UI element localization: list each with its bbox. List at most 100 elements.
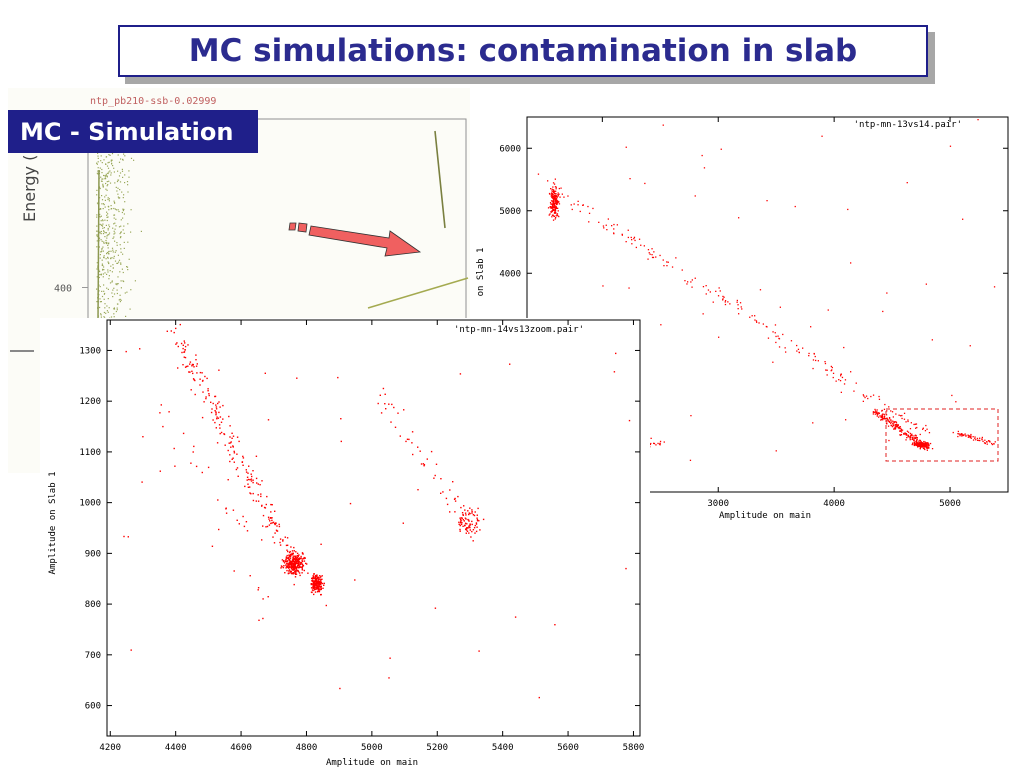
- zoom-point: [294, 564, 296, 566]
- right-point: [633, 238, 635, 240]
- bg-point: [96, 162, 98, 164]
- zoom-point: [394, 426, 397, 428]
- right-point: [552, 189, 555, 191]
- right-point: [647, 258, 649, 260]
- right-point: [881, 410, 883, 412]
- right-point: [951, 394, 953, 397]
- zoom-point: [177, 345, 179, 348]
- right-point: [567, 195, 569, 197]
- zoom-point: [267, 419, 270, 421]
- zoom-point: [195, 465, 198, 468]
- bg-point: [110, 265, 112, 267]
- right-point: [611, 225, 613, 227]
- zoom-point: [207, 388, 209, 390]
- right-point: [981, 439, 983, 441]
- zoom-point: [462, 513, 464, 516]
- right-point: [878, 395, 880, 398]
- right-point: [880, 419, 882, 421]
- bg-point: [119, 197, 121, 199]
- zoom-point: [274, 523, 276, 526]
- bg-point: [97, 170, 99, 172]
- right-x-label: Amplitude on main: [719, 511, 811, 521]
- right-point: [552, 193, 554, 196]
- zoom-point: [282, 560, 285, 563]
- zoom-point: [290, 561, 292, 563]
- right-point: [884, 403, 886, 406]
- zoom-point: [252, 499, 255, 502]
- right-point: [552, 209, 554, 211]
- bg-point: [96, 194, 98, 196]
- right-point: [989, 441, 991, 443]
- right-point: [994, 441, 996, 443]
- right-point: [862, 400, 864, 402]
- right-point: [552, 190, 554, 192]
- bg-point: [101, 247, 103, 250]
- zoom-point: [205, 396, 207, 398]
- bg-point: [108, 200, 110, 202]
- zoom-point: [194, 393, 196, 396]
- right-point: [913, 435, 915, 437]
- right-point: [551, 216, 553, 218]
- right-point: [552, 204, 554, 207]
- right-point: [588, 221, 590, 223]
- zoom-point: [193, 366, 195, 368]
- zoom-point: [474, 524, 476, 527]
- right-point: [720, 148, 722, 150]
- zoom-point: [301, 572, 303, 574]
- zoom-point: [196, 372, 198, 374]
- right-point: [922, 428, 924, 430]
- right-point: [707, 289, 710, 291]
- zoom-point: [214, 421, 216, 424]
- bg-point: [117, 283, 119, 285]
- right-point: [906, 430, 909, 432]
- zoom-point: [399, 435, 401, 437]
- right-point: [554, 205, 556, 207]
- right-ytick-label: 6000: [499, 144, 521, 154]
- bg-point: [100, 251, 102, 253]
- zoom-point: [467, 519, 470, 521]
- zoom-point: [274, 532, 276, 534]
- right-point: [993, 443, 995, 445]
- zoom-point: [224, 444, 226, 446]
- right-point: [896, 425, 899, 427]
- bg-point: [110, 208, 112, 210]
- zoom-point: [264, 372, 266, 374]
- bg-point: [107, 298, 109, 300]
- zoom-point: [462, 514, 464, 516]
- right-point: [832, 376, 834, 379]
- zoom-point: [218, 369, 220, 371]
- right-point: [965, 434, 967, 437]
- right-point: [909, 436, 911, 438]
- zoom-ytick-label: 700: [85, 651, 101, 661]
- right-point: [613, 223, 615, 226]
- bg-point: [110, 159, 112, 161]
- zoom-point: [297, 560, 300, 562]
- bg-point: [105, 194, 107, 196]
- zoom-point: [228, 415, 230, 418]
- zoom-point: [310, 583, 313, 585]
- zoom-point: [247, 472, 249, 474]
- right-point: [957, 430, 959, 433]
- right-point: [972, 439, 975, 441]
- right-point: [650, 442, 652, 445]
- bg-point: [105, 239, 107, 242]
- zoom-point: [294, 559, 297, 562]
- zoom-point: [320, 543, 322, 545]
- bg-point: [106, 237, 108, 239]
- bg-point: [111, 163, 113, 165]
- bg-point: [99, 232, 101, 234]
- bg-point: [140, 230, 142, 232]
- zoom-point: [339, 687, 341, 690]
- bg-point: [101, 248, 103, 250]
- zoom-point: [274, 523, 276, 525]
- zoom-point: [291, 559, 294, 561]
- right-point: [893, 422, 895, 424]
- zoom-point: [184, 366, 187, 368]
- right-point: [887, 418, 889, 420]
- zoom-point: [287, 567, 290, 569]
- bg-point: [108, 233, 110, 236]
- right-point: [579, 210, 581, 213]
- bg-plot-frame: [87, 118, 467, 473]
- zoom-xtick-label: 4200: [99, 743, 121, 753]
- zoom-point: [299, 574, 301, 577]
